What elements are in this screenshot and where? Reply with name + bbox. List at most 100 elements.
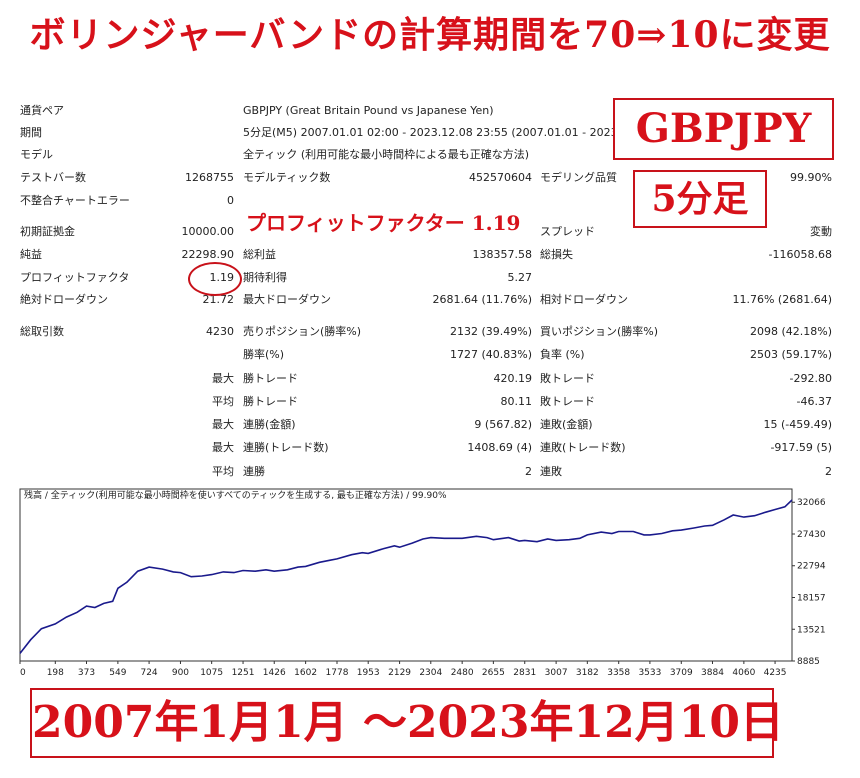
long-positions-value: 2098 (42.18%) [749,325,832,338]
loss-rate-label: 負率 (%) [540,348,585,361]
x-tick-label: 1602 [294,668,317,678]
max-word: 最大 [212,372,234,385]
avg-consec-win-value: 2 [525,465,532,478]
model-label: モデル [20,148,53,161]
y-tick-label: 27430 [797,530,826,540]
x-tick-label: 2831 [513,668,536,678]
long-positions-label: 買いポジション(勝率%) [540,325,659,338]
win-rate-value: 1727 (40.83%) [449,348,532,361]
avg-consec-win-label: 連勝 [243,465,265,478]
symbol-label: 通貨ペア [20,104,64,117]
gross-profit-label: 総利益 [243,248,276,261]
backtest-report: 通貨ペア GBPJPY (Great Britain Pound vs Japa… [20,104,832,478]
x-tick-label: 1953 [357,668,380,678]
abs-drawdown-label: 絶対ドローダウン [20,293,108,306]
short-positions-label: 売りポジション(勝率%) [243,325,362,338]
avg-win-label: 勝トレード [243,395,298,408]
consec-win-amount-value: 9 (567.82) [474,418,532,431]
expected-payoff-value: 5.27 [507,271,533,284]
profit-factor-highlight-circle [188,262,242,296]
max-word: 最大 [212,441,234,454]
max-drawdown-label: 最大ドローダウン [243,293,331,306]
x-tick-label: 3533 [638,668,661,678]
x-tick-label: 1426 [263,668,286,678]
initial-deposit-value: 10000.00 [181,225,235,238]
profit-factor-label: プロフィットファクタ [20,271,130,284]
x-tick-label: 900 [172,668,189,678]
spread-value: 変動 [810,225,832,238]
test-bars-value: 1268755 [185,171,234,184]
largest-win-label: 勝トレード [243,372,298,385]
period-value: 5分足(M5) 2007.01.01 02:00 - 2023.12.08 23… [243,126,657,139]
x-tick-label: 2129 [388,668,411,678]
expected-payoff-label: 期待利得 [243,271,287,284]
x-tick-label: 2655 [482,668,505,678]
plot-frame [19,488,793,662]
x-tick-label: 3709 [670,668,693,678]
y-axis-ticks: 8885 13521 18157 22794 27430 32066 [792,498,826,667]
gross-profit-value: 138357.58 [472,248,533,261]
win-rate-label: 勝率(%) [243,348,285,361]
net-profit-label: 純益 [20,248,42,261]
avg-loss-label: 敗トレード [540,395,595,408]
total-trades-label: 総取引数 [20,325,64,338]
x-tick-label: 2480 [451,668,474,678]
consec-win-amount-label: 連勝(金額) [243,418,296,431]
model-ticks-label: モデルティック数 [243,171,331,184]
spread-label: スプレッド [540,225,595,238]
symbol-badge: GBPJPY [613,98,834,160]
max-drawdown-value: 2681.64 (11.76%) [432,293,532,306]
avg-word: 平均 [212,395,234,408]
chart-title: 残高 / 全ティック(利用可能な最小時間枠を使いすべてのティックを生成する, 最… [24,489,447,501]
abs-drawdown-value: 21.72 [202,293,235,306]
largest-loss-label: 敗トレード [540,372,595,385]
y-tick-label: 18157 [797,594,826,604]
model-value: 全ティック (利用可能な最小時間枠による最も正確な方法) [243,148,530,161]
x-tick-label: 2304 [419,668,442,678]
largest-loss-value: -292.80 [789,372,832,385]
consec-win-count-value: 1408.69 (4) [467,441,532,454]
y-tick-label: 32066 [797,498,826,508]
consec-loss-amount-value: 15 (-459.49) [763,418,832,431]
x-tick-label: 4235 [764,668,787,678]
balance-chart: 残高 / 全ティック(利用可能な最小時間枠を使いすべてのティックを生成する, 最… [0,486,860,686]
headline-banner: ボリンジャーバンドの計算期間を70⇒10に変更 [29,14,831,56]
total-trades-value: 4230 [206,325,234,338]
period-label: 期間 [20,126,42,139]
mismatch-value: 0 [227,194,234,207]
initial-deposit-label: 初期証拠金 [20,225,75,238]
y-tick-label: 22794 [797,562,826,572]
x-tick-label: 198 [47,668,64,678]
x-tick-label: 4060 [732,668,755,678]
model-ticks-value: 452570604 [469,171,532,184]
x-tick-label: 1251 [232,668,255,678]
x-tick-label: 1778 [326,668,349,678]
x-tick-label: 373 [78,668,95,678]
test-bars-label: テストバー数 [20,171,86,184]
avg-word: 平均 [212,465,234,478]
short-positions-value: 2132 (39.49%) [449,325,532,338]
x-tick-label: 549 [109,668,126,678]
avg-consec-loss-value: 2 [825,465,832,478]
balance-series-line [19,499,793,654]
symbol-value: GBPJPY (Great Britain Pound vs Japanese … [243,104,494,117]
model-quality-label: モデリング品質 [540,171,617,184]
x-tick-label: 3182 [576,668,599,678]
net-profit-value: 22298.90 [181,248,235,261]
x-tick-label: 3007 [545,668,568,678]
consec-win-count-label: 連勝(トレード数) [243,441,329,454]
date-range-banner: 2007年1月1月 ～2023年12月10日 [30,688,784,758]
loss-rate-value: 2503 (59.17%) [749,348,832,361]
gross-loss-label: 総損失 [540,248,573,261]
timeframe-badge: 5分足 [633,170,767,228]
avg-win-value: 80.11 [500,395,533,408]
x-tick-label: 724 [140,668,157,678]
balance-chart-svg: 残高 / 全ティック(利用可能な最小時間枠を使いすべてのティックを生成する, 最… [19,488,826,678]
x-tick-label: 3884 [701,668,724,678]
gross-loss-value: -116058.68 [768,248,832,261]
x-axis-ticks: 0 198 373 549 724 900 1075 1251 1426 1602 1778 1953… [19,661,787,678]
x-tick-label: 0 [20,668,26,678]
y-tick-label: 8885 [797,657,820,667]
x-tick-label: 1075 [200,668,223,678]
y-tick-label: 13521 [797,625,826,635]
